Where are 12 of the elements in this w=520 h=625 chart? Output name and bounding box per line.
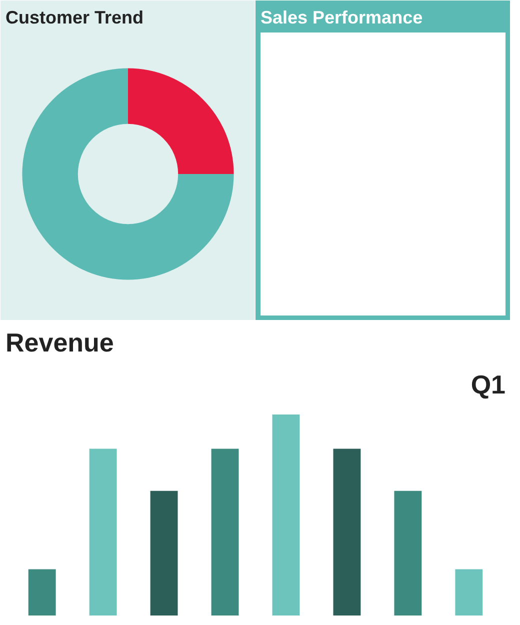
bar bbox=[272, 414, 300, 616]
chart-subtitle: Q1 bbox=[470, 370, 506, 400]
bar bbox=[89, 448, 117, 616]
chart-title: Revenue bbox=[6, 328, 114, 358]
bar bbox=[333, 448, 361, 616]
bar bbox=[394, 490, 422, 616]
bar bbox=[28, 569, 56, 616]
bar bbox=[455, 569, 483, 616]
bar bbox=[150, 490, 178, 616]
bar bbox=[211, 448, 239, 616]
chart-title: Customer Trend bbox=[6, 8, 144, 28]
text: Sales Performance bbox=[260, 8, 423, 28]
